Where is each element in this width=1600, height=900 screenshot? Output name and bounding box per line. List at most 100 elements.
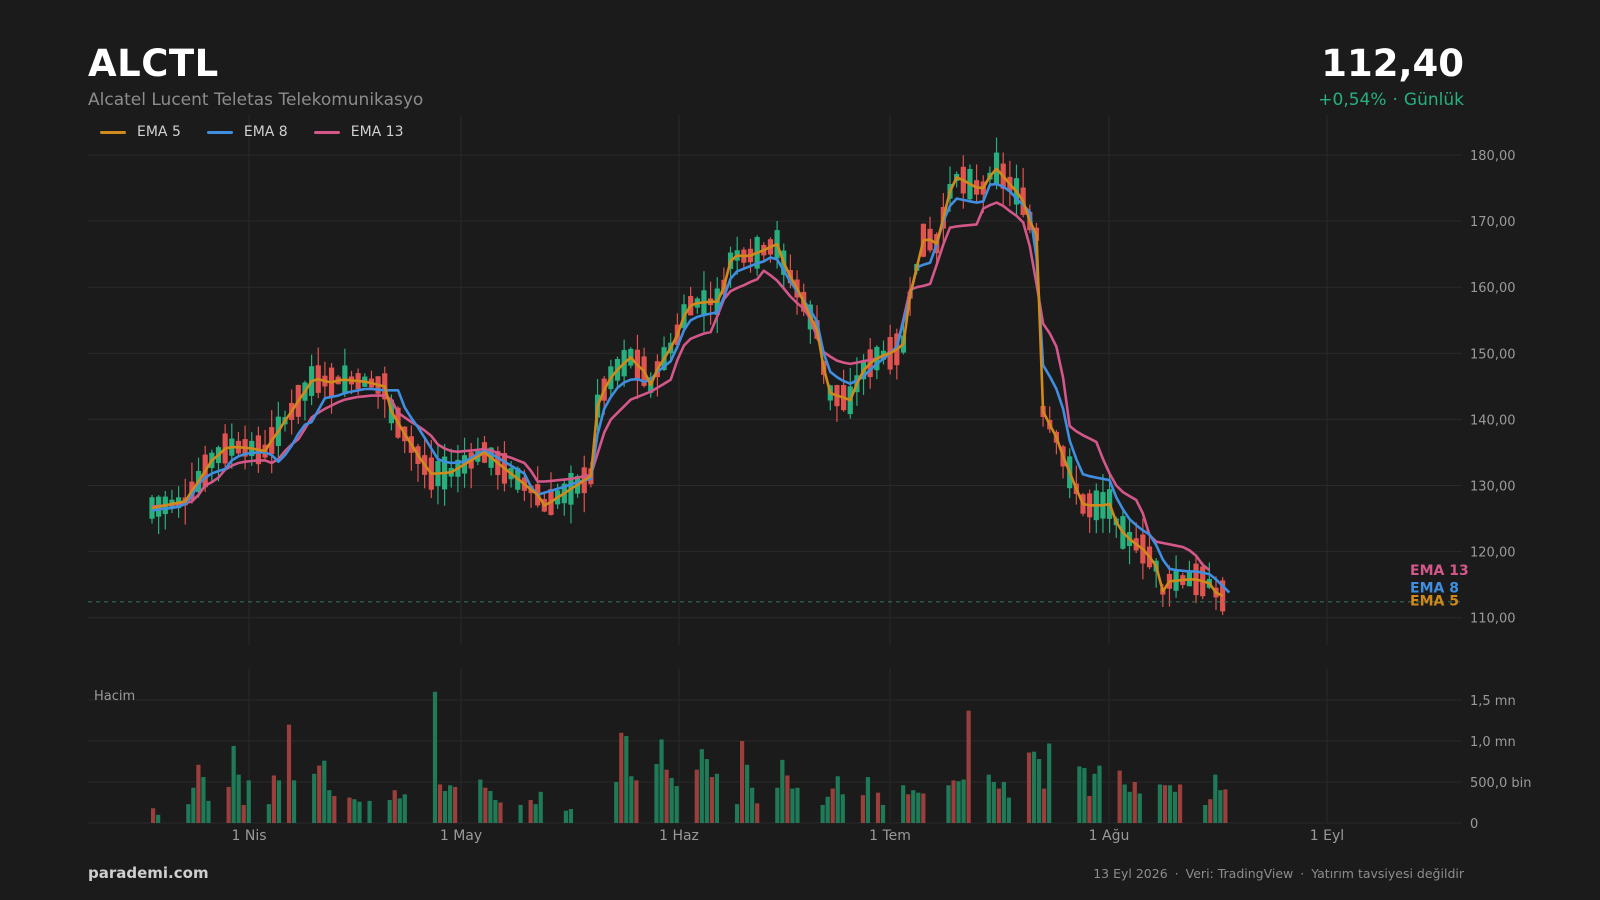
volume-bar bbox=[226, 786, 231, 823]
volume-bar bbox=[835, 776, 840, 823]
volume-bar bbox=[312, 773, 317, 823]
volume-bar bbox=[196, 764, 201, 823]
volume-bar bbox=[1218, 790, 1223, 823]
legend-swatch-ema5 bbox=[100, 130, 126, 134]
volume-bar bbox=[860, 795, 866, 823]
price-tick-label: 110,00 bbox=[1470, 612, 1516, 627]
volume-bar bbox=[664, 769, 669, 823]
volume-bar bbox=[669, 777, 674, 823]
legend-item-ema13[interactable]: EMA 13 bbox=[313, 124, 404, 140]
volume-bar bbox=[875, 792, 881, 823]
volume-bar bbox=[352, 799, 357, 823]
legend-item-ema8[interactable]: EMA 8 bbox=[206, 124, 288, 140]
ema-line-ema5 bbox=[151, 167, 1224, 598]
volume-bar bbox=[1097, 765, 1102, 823]
volume-bar bbox=[241, 804, 246, 823]
volume-bar bbox=[820, 804, 825, 823]
volume-bar bbox=[1127, 791, 1132, 823]
volume-bar bbox=[906, 794, 911, 823]
volume-bar bbox=[946, 785, 951, 823]
volume-panel-title: Hacim bbox=[94, 689, 135, 704]
legend-swatch-ema13 bbox=[313, 130, 340, 134]
ema-line-ema13 bbox=[151, 201, 1211, 572]
x-tick-label: 1 Haz bbox=[659, 828, 699, 844]
volume-bar bbox=[1177, 784, 1183, 823]
volume-bar bbox=[156, 814, 161, 823]
volume-bar bbox=[322, 760, 327, 823]
volume-bar bbox=[1208, 799, 1213, 823]
volume-bar bbox=[483, 787, 488, 823]
volume-bar bbox=[1157, 784, 1163, 823]
legend-label-ema13: EMA 13 bbox=[350, 124, 404, 140]
volume-bar bbox=[367, 800, 372, 823]
ticker-symbol: ALCTL bbox=[88, 42, 219, 85]
volume-bar bbox=[1203, 804, 1208, 823]
grid-lines bbox=[88, 115, 1462, 824]
volume-bar bbox=[785, 775, 790, 823]
volume-bar bbox=[478, 779, 483, 823]
footer-disclaimer: Yatırım tavsiyesi değildir bbox=[1311, 866, 1464, 881]
legend-swatch-ema8 bbox=[206, 130, 233, 134]
volume-bar bbox=[614, 782, 619, 823]
volume-bar bbox=[327, 790, 332, 823]
volume-bar bbox=[840, 794, 845, 823]
volume-bar bbox=[865, 777, 871, 823]
price-change: +0,54% · Günlük bbox=[1318, 90, 1464, 110]
volume-bar bbox=[231, 745, 236, 823]
volume-bar bbox=[704, 759, 709, 823]
ema-end-label: EMA 8 bbox=[1410, 580, 1459, 596]
price-tick-label: 160,00 bbox=[1470, 281, 1516, 296]
period-label: Günlük bbox=[1403, 90, 1464, 110]
volume-bar bbox=[432, 691, 438, 823]
ema-line-ema8 bbox=[151, 182, 1231, 594]
volume-bar bbox=[916, 792, 921, 823]
x-tick-label: 1 Nis bbox=[231, 828, 266, 844]
volume-tick-label: 1,0 mn bbox=[1470, 735, 1516, 750]
volume-bar bbox=[402, 794, 407, 823]
volume-tick-label: 500,0 bin bbox=[1470, 776, 1531, 791]
volume-bar bbox=[734, 804, 740, 823]
volume-bar bbox=[629, 776, 634, 823]
volume-bar bbox=[1042, 788, 1047, 823]
volume-bar bbox=[528, 800, 533, 823]
brand-logo-text[interactable]: parademi.com bbox=[88, 864, 209, 882]
volume-bar bbox=[387, 800, 392, 823]
volume-bar bbox=[266, 804, 271, 823]
ema-end-label: EMA 13 bbox=[1410, 563, 1469, 579]
legend-label-ema8: EMA 8 bbox=[243, 124, 288, 140]
volume-bar bbox=[1172, 791, 1178, 823]
footer-source: Veri: TradingView bbox=[1185, 866, 1294, 881]
volume-bar bbox=[624, 736, 629, 823]
volume-bar bbox=[493, 800, 498, 823]
price-tick-label: 130,00 bbox=[1470, 480, 1516, 495]
volume-bar bbox=[276, 780, 282, 823]
price-tick-label: 180,00 bbox=[1470, 149, 1516, 164]
volume-bar bbox=[1092, 773, 1097, 823]
volume-bar bbox=[739, 741, 745, 823]
volume-bar bbox=[1082, 768, 1087, 823]
volume-bar bbox=[1223, 789, 1228, 823]
volume-bar bbox=[1026, 752, 1032, 823]
ema-end-label: EMA 5 bbox=[1410, 594, 1459, 610]
volume-bar bbox=[206, 800, 211, 823]
x-tick-label: 1 May bbox=[440, 828, 482, 844]
volume-bar bbox=[911, 790, 916, 823]
volume-bar bbox=[654, 763, 659, 823]
separator-dot: · bbox=[1392, 90, 1398, 110]
volume-bar bbox=[1077, 766, 1082, 823]
volume-bar bbox=[518, 804, 523, 823]
volume-bar bbox=[1117, 770, 1122, 823]
x-tick-label: 1 Ağu bbox=[1089, 828, 1130, 844]
price-tick-label: 120,00 bbox=[1470, 546, 1516, 561]
volume-bar bbox=[236, 774, 241, 823]
legend-item-ema5[interactable]: EMA 5 bbox=[100, 124, 181, 140]
volume-bar bbox=[699, 749, 704, 823]
volume-bar bbox=[1087, 795, 1092, 823]
volume-tick-label: 0 bbox=[1470, 817, 1478, 832]
volume-bar bbox=[795, 787, 800, 823]
volume-bar bbox=[397, 798, 402, 823]
volume-bar bbox=[186, 804, 191, 823]
volume-bar bbox=[533, 804, 538, 823]
volume-bar bbox=[750, 787, 755, 823]
